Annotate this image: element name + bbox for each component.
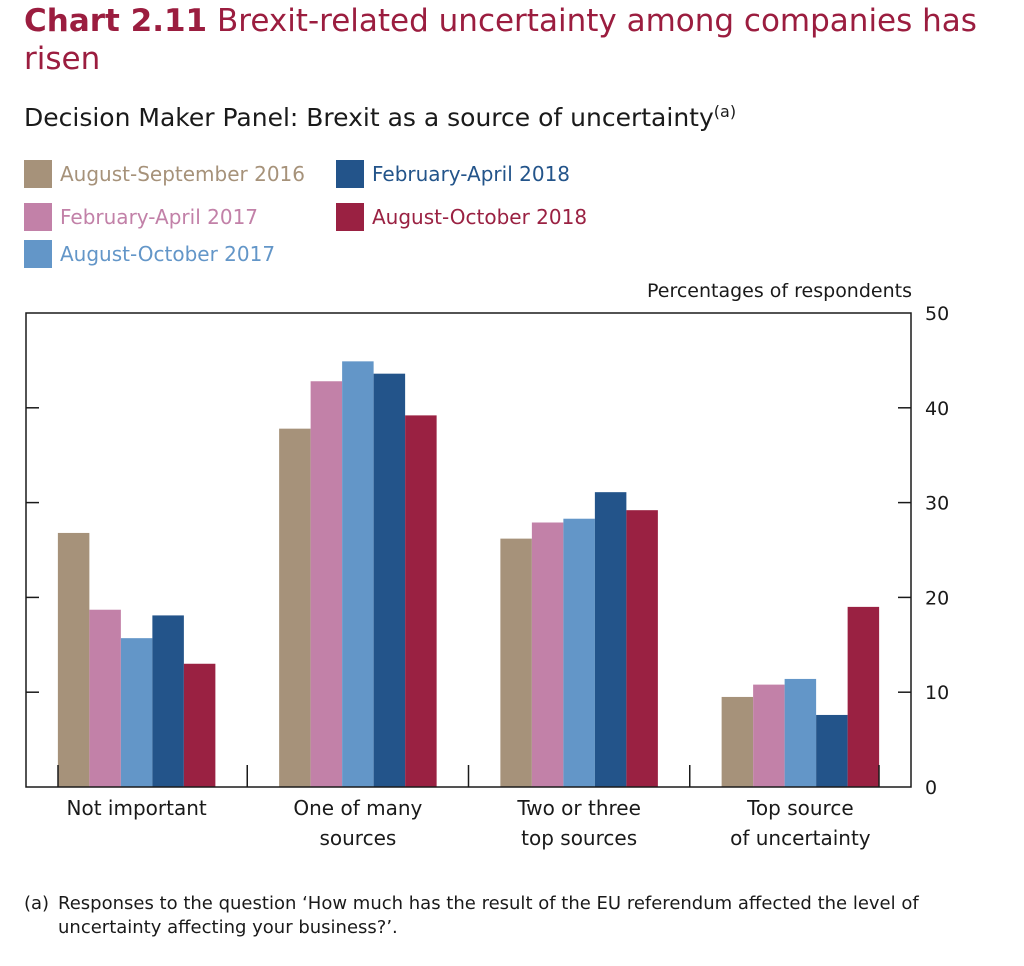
subtitle-footnote-marker: (a) [713, 102, 737, 121]
x-tick-label: of uncertainty [730, 826, 871, 850]
x-tick-label: Not important [67, 796, 207, 820]
legend-label: February-April 2017 [60, 205, 259, 229]
bar [594, 492, 627, 787]
legend-label: August-October 2018 [372, 205, 588, 229]
legend-swatch [336, 203, 364, 231]
x-tick-label: Two or three [516, 796, 641, 820]
legend-item: February-April 2018 [336, 158, 570, 190]
x-tick-label: One of many [293, 796, 422, 820]
bar [120, 638, 153, 787]
legend-label: August-September 2016 [60, 162, 306, 186]
legend-label: August-October 2017 [60, 242, 276, 266]
bar [721, 696, 754, 787]
bar [152, 615, 184, 787]
legend-swatch [24, 240, 52, 268]
bar [342, 361, 374, 787]
bar [753, 684, 785, 787]
bar [57, 532, 90, 787]
bar [531, 522, 564, 787]
bar [784, 678, 817, 787]
bar [310, 381, 343, 787]
bar [816, 714, 848, 787]
legend-swatch [24, 160, 52, 188]
bar [500, 538, 532, 787]
x-tick-label: sources [319, 826, 396, 850]
y-tick-label: 10 [925, 682, 949, 704]
bar [563, 518, 595, 787]
legend-swatch [336, 160, 364, 188]
bar [405, 415, 437, 787]
y-tick-label: 40 [925, 398, 949, 420]
bar [373, 373, 406, 787]
y-tick-label: 50 [925, 303, 949, 325]
legend-item: August-September 2016 [24, 158, 305, 190]
legend-swatch [24, 203, 52, 231]
x-tick-label: Top source [746, 796, 854, 820]
y-tick-label: 20 [925, 587, 949, 609]
legend-item: August-October 2018 [336, 201, 587, 233]
x-tick-label: top sources [521, 826, 637, 850]
chart-title: Chart 2.11 Brexit-related uncertainty am… [24, 2, 1014, 78]
bar [626, 510, 658, 787]
bar [847, 606, 880, 787]
footnote: (a) Responses to the question ‘How much h… [24, 892, 984, 940]
footnote-marker: (a) [24, 893, 50, 914]
bar [183, 663, 216, 787]
legend-item: August-October 2017 [24, 238, 275, 270]
chart-title-text: Brexit-related uncertainty among compani… [24, 3, 977, 77]
legend-item: February-April 2017 [24, 201, 258, 233]
chart-subtitle-text: Decision Maker Panel: Brexit as a source… [24, 103, 714, 132]
bar [89, 609, 121, 787]
y-tick-label: 30 [925, 493, 949, 515]
y-axis-label: Percentages of respondents [646, 280, 912, 302]
legend-label: February-April 2018 [372, 162, 571, 186]
bar-chart: 0 10 20 30 40 50 Not important One of many sourc… [25, 303, 949, 850]
chart-number: Chart 2.11 [24, 3, 208, 39]
y-tick-label: 0 [925, 777, 937, 799]
chart-subtitle: Decision Maker Panel: Brexit as a source… [24, 95, 736, 135]
chart-legend: August-September 2016 February-April 2017… [24, 158, 724, 278]
footnote-text: Responses to the question ‘How much has … [58, 893, 919, 938]
bar [279, 428, 311, 787]
